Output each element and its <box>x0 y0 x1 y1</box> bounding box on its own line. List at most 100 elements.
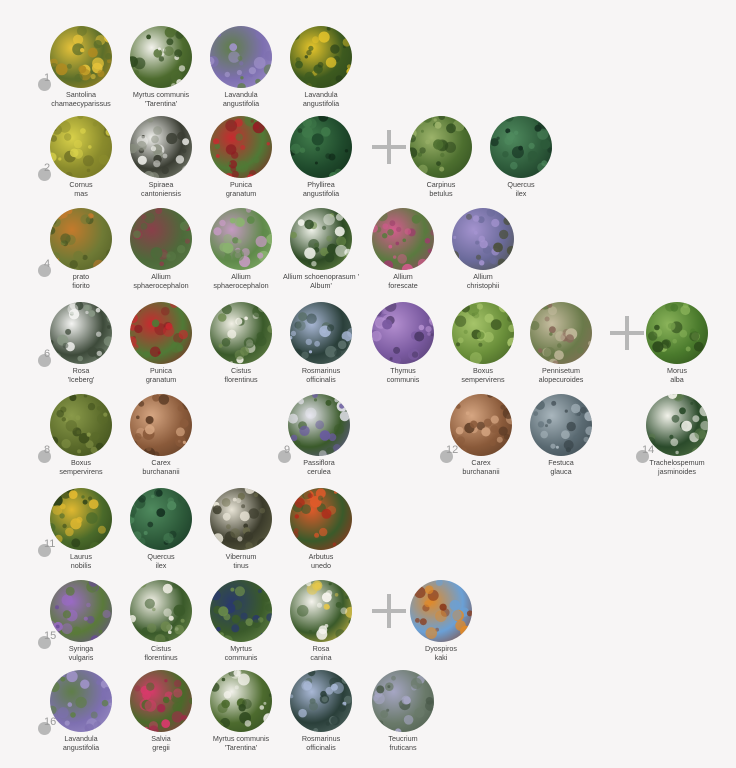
pennisetum-photo <box>530 302 592 364</box>
group-marker-dot <box>38 450 51 463</box>
plant-species: florentinus <box>144 653 178 662</box>
prato-photo <box>50 208 112 270</box>
plant-species: gregii <box>152 743 170 752</box>
plant-card: Vibernum tinus <box>201 488 281 570</box>
plant-caption: Cornus mas <box>41 180 121 198</box>
plant-species: angustifolia <box>62 743 100 752</box>
viburnum-photo <box>210 488 272 550</box>
plant-caption: Thymus communis <box>363 366 443 384</box>
plant-species: burchananii <box>142 467 180 476</box>
plant-caption: Quercus ilex <box>481 180 561 198</box>
plant-species: 'Tarentina' <box>144 99 178 108</box>
plant-card: Passiflora cerulea <box>279 394 359 476</box>
plant-caption: Arbutus unedo <box>281 552 361 570</box>
punica-photo <box>130 302 192 364</box>
plant-species: jasminoides <box>658 467 696 476</box>
plant-genus: Rosmarinus <box>301 366 341 375</box>
plant-genus: Rosmarinus <box>301 734 341 743</box>
plant-species: sempervirens <box>59 467 103 476</box>
carex-photo <box>130 394 192 456</box>
plant-caption: Santolina chamaecyparissus <box>41 90 121 108</box>
plant-species: burchananii <box>462 467 500 476</box>
plant-species: forescate <box>388 281 418 290</box>
group-marker-dot <box>38 264 51 277</box>
plant-species: communis <box>386 375 420 384</box>
plant-caption: Pennisetum alopecuroides <box>521 366 601 384</box>
phyllirea-photo <box>290 116 352 178</box>
plant-genus: Cornus <box>69 180 93 189</box>
passiflora-photo <box>288 394 350 456</box>
plant-genus: Dyospiros <box>425 644 457 653</box>
plant-species: officinalis <box>306 743 336 752</box>
plant-caption: Cistus florentinus <box>121 644 201 662</box>
plant-genus: Quercus <box>147 552 175 561</box>
plant-genus: Thymus <box>390 366 416 375</box>
plant-card: Rosmarinus officinalis <box>281 302 361 384</box>
group-number-badge: 11 <box>38 538 64 558</box>
myrtus-berry-photo <box>210 580 272 642</box>
plant-species: 'Iceberg' <box>67 375 95 384</box>
plant-genus: Carpinus <box>426 180 456 189</box>
plant-species: granatum <box>145 375 177 384</box>
laurus-photo <box>50 488 112 550</box>
festuca-photo <box>530 394 592 456</box>
lavandula-photo <box>210 26 272 88</box>
plant-species: Album' <box>310 281 332 290</box>
syringa-photo <box>50 580 112 642</box>
group-marker-dot <box>38 722 51 735</box>
plant-species: canina <box>310 653 332 662</box>
plant-caption: Carex burchananii <box>441 458 521 476</box>
allium-forescate-photo <box>372 208 434 270</box>
group-number-badge: 9 <box>278 444 304 464</box>
plant-species: vulgaris <box>68 653 94 662</box>
allium-sphaero-photo <box>130 208 192 270</box>
group-number: 8 <box>44 444 51 456</box>
plant-species: communis <box>224 653 258 662</box>
plant-card: Allium schoenoprasum ' Album' <box>281 208 361 290</box>
plant-card: Festuca glauca <box>521 394 601 476</box>
plant-species: sphaerocephalon <box>133 281 189 290</box>
arbutus-photo <box>290 488 352 550</box>
group-number-badge: 8 <box>38 444 64 464</box>
plant-genus: Allium schoenoprasum ' <box>282 272 360 281</box>
plant-card: Morus alba <box>637 302 717 384</box>
plant-caption: Morus alba <box>637 366 717 384</box>
plant-card: Quercus ilex <box>481 116 561 198</box>
group-number: 2 <box>44 162 51 174</box>
plant-caption: Salvia gregii <box>121 734 201 752</box>
plant-genus: Pennisetum <box>542 366 580 375</box>
plant-caption: Allium sphaerocephalon <box>121 272 201 290</box>
carex-photo <box>450 394 512 456</box>
plant-species: fiorito <box>72 281 90 290</box>
plant-caption: Rosmarinus officinalis <box>281 366 361 384</box>
group-marker-dot <box>636 450 649 463</box>
plant-card: Carex burchananii <box>441 394 521 476</box>
plant-card: Cistus florentinus <box>121 580 201 662</box>
quercus-photo <box>490 116 552 178</box>
rosa-canina-photo <box>290 580 352 642</box>
plant-card: Myrtus communis <box>201 580 281 662</box>
plant-species: angustifolia <box>222 99 260 108</box>
plant-genus: Arbutus <box>308 552 334 561</box>
plant-genus: Punica <box>230 180 252 189</box>
group-number-badge: 2 <box>38 162 64 182</box>
plant-genus: prato <box>72 272 90 281</box>
plant-card: Lavandula angustifolia <box>281 26 361 108</box>
plant-caption: Lavandula angustifolia <box>201 90 281 108</box>
plant-card: Pennisetum alopecuroides <box>521 302 601 384</box>
plant-card: Teucrium fruticans <box>363 670 443 752</box>
plant-caption: Allium forescate <box>363 272 443 290</box>
plant-caption: Spiraea cantoniensis <box>121 180 201 198</box>
plus-icon <box>372 130 406 164</box>
plant-genus: Cistus <box>151 644 171 653</box>
punica-photo <box>210 116 272 178</box>
plant-species: angustifolia <box>302 189 340 198</box>
plant-genus: Salvia <box>151 734 171 743</box>
plant-card: Santolina chamaecyparissus <box>41 26 121 108</box>
plant-caption: Boxus sempervirens <box>41 458 121 476</box>
plant-caption: Myrtus communis <box>201 644 281 662</box>
plant-species: sempervirens <box>461 375 505 384</box>
plant-caption: Myrtus communis 'Tarentina' <box>121 90 201 108</box>
plant-genus: Lavandula <box>304 90 338 99</box>
group-number: 16 <box>44 716 57 728</box>
